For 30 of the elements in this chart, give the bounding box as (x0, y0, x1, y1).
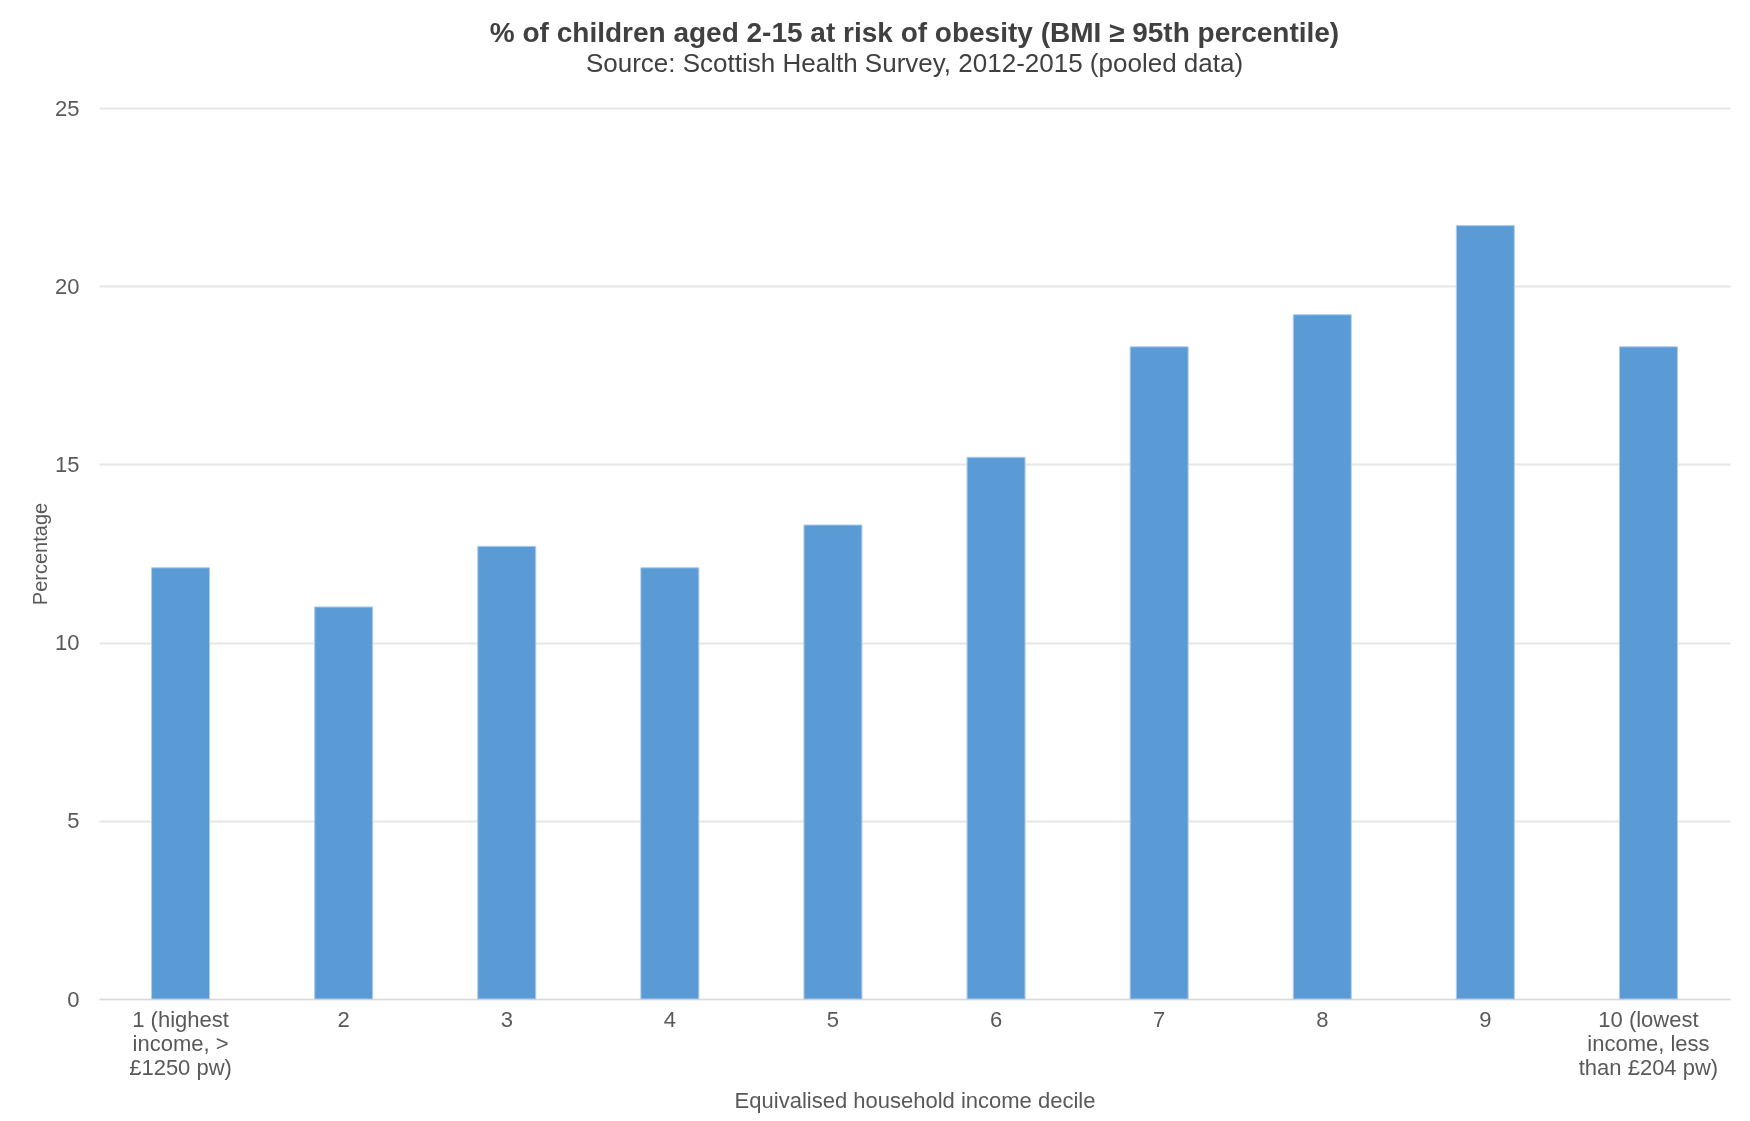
x-tick-label: 4 (663, 1006, 676, 1032)
y-tick-label: 25 (55, 95, 80, 121)
y-tick-label: 0 (67, 986, 80, 1012)
y-tick-label: 15 (55, 451, 80, 477)
bar (1129, 346, 1189, 1000)
y-tick-label: 5 (67, 808, 80, 834)
bar (1618, 346, 1678, 1000)
x-tick-label: 8 (1316, 1006, 1329, 1032)
x-tick-label: 9 (1479, 1006, 1492, 1032)
bar (1455, 225, 1515, 1000)
x-tick-label: 5 (826, 1006, 840, 1032)
bar (1292, 314, 1352, 1000)
bar (640, 567, 700, 1000)
bar (803, 524, 863, 1000)
chart-title: % of children aged 2-15 at risk of obesity (BMI ≥ 95th percentile) (489, 17, 1340, 48)
y-axis-title: Percentage (29, 502, 52, 606)
x-tick-label: 1 (highest income, > £1250 pw) (129, 1006, 232, 1080)
x-tick-label: 6 (989, 1006, 1003, 1032)
x-tick-label: 7 (1153, 1006, 1166, 1032)
x-tick-label: 10 (lowest income, less than £204 pw) (1578, 1006, 1719, 1080)
x-axis-title: Equivalised household income decile (734, 1087, 1096, 1113)
bar (314, 606, 374, 1000)
bar (966, 456, 1026, 1000)
y-tick-label: 10 (55, 630, 80, 656)
x-tick-label: 2 (337, 1006, 350, 1032)
bar (477, 545, 537, 1000)
chart-subtitle: Source: Scottish Health Survey, 2012-2015 (pooled data) (585, 48, 1244, 78)
y-tick-label: 20 (55, 273, 80, 299)
bar (151, 567, 211, 1000)
x-tick-label: 3 (500, 1006, 513, 1032)
